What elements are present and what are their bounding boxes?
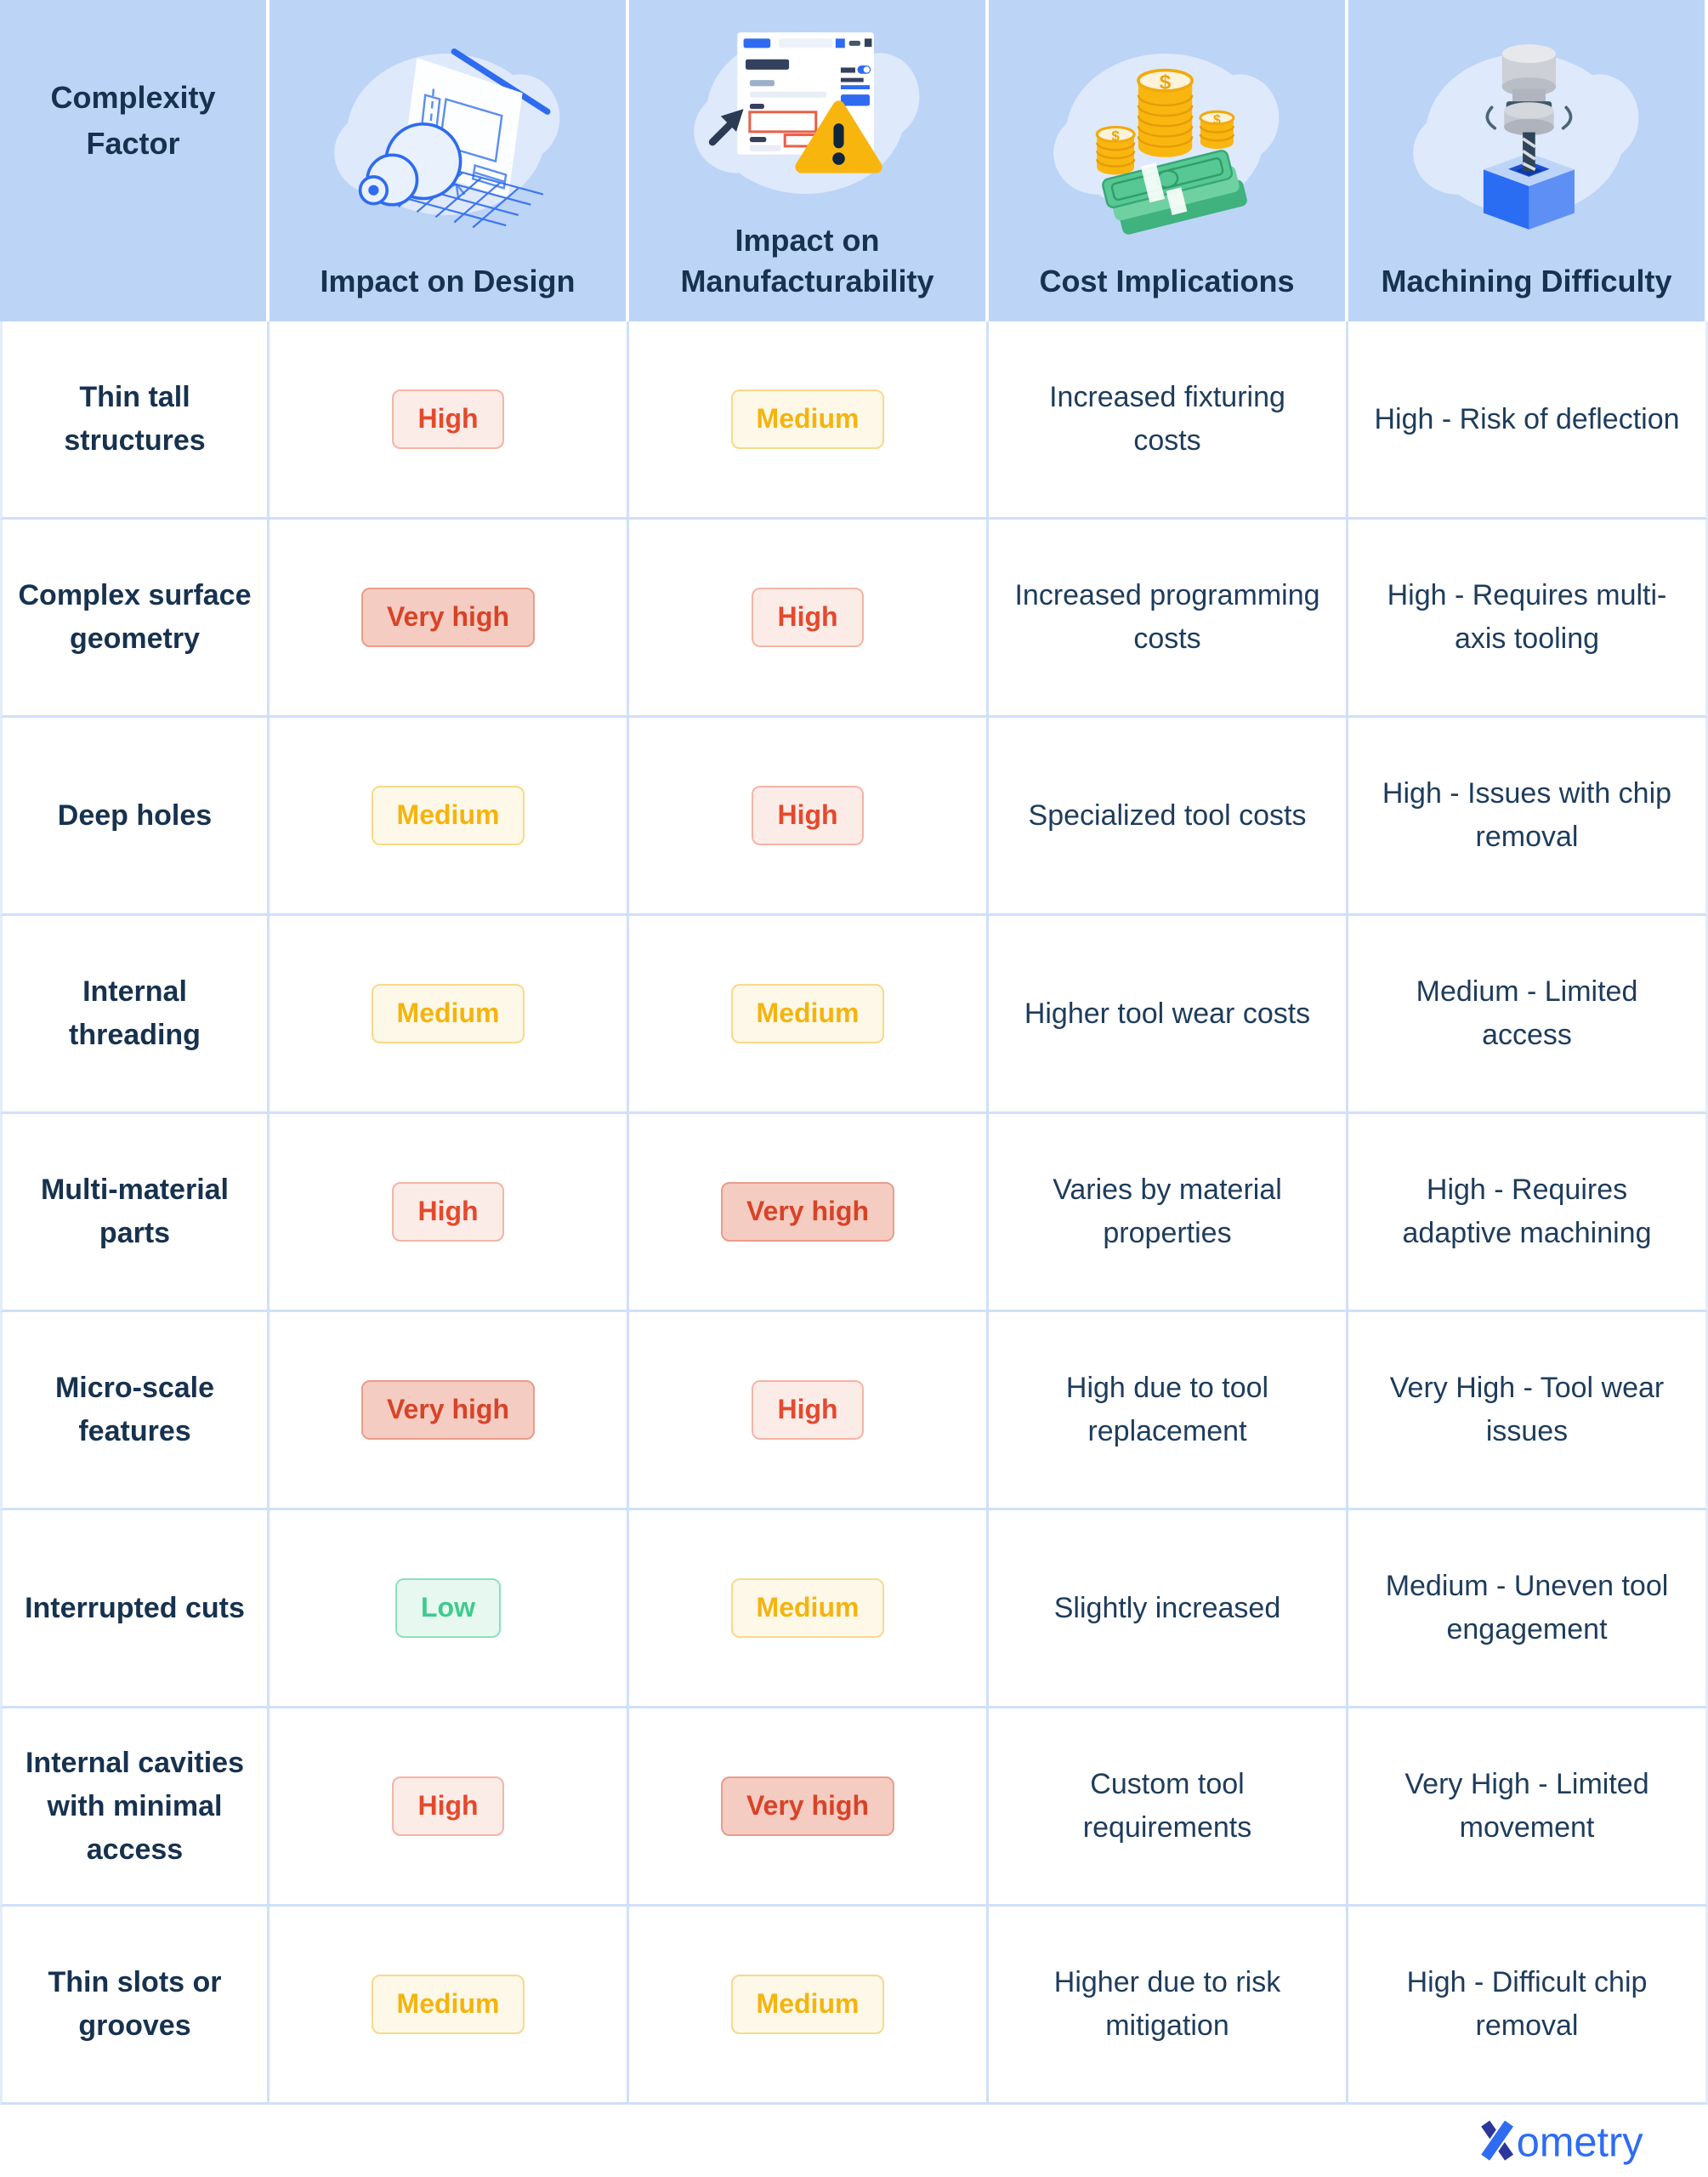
cost-implications-cell: Increased fixturing costs — [989, 321, 1348, 520]
machining-difficulty-cell: Medium - Limited access — [1348, 916, 1708, 1114]
impact-manufacturability-cell: Medium — [629, 1510, 989, 1708]
level-badge: High — [392, 1182, 504, 1242]
impact-design-cell: Low — [270, 1510, 629, 1708]
level-badge: Medium — [730, 1975, 885, 2034]
impact-manufacturability-cell: High — [629, 718, 989, 916]
impact-design-cell: High — [270, 1708, 629, 1907]
factor-label: Complex surface geometry — [18, 579, 252, 655]
header-impact-on-manufacturability: Impact on Manufacturability — [629, 0, 989, 321]
xometry-x-icon — [1479, 2118, 1515, 2162]
factor-cell: Deep holes — [0, 718, 270, 916]
machining-difficulty-cell: High - Requires multi-axis tooling — [1348, 520, 1708, 718]
factor-cell: Internal threading — [0, 916, 270, 1114]
machining-difficulty-cell: Very High - Tool wear issues — [1348, 1312, 1708, 1510]
machining-difficulty-cell: High - Issues with chip removal — [1348, 718, 1708, 916]
level-badge: High — [392, 1776, 504, 1836]
cost-implications-cell: Higher due to risk mitigation — [989, 1907, 1348, 2105]
blueprint-roller-icon — [324, 0, 572, 261]
factor-label: Thin tall structures — [64, 381, 206, 457]
machining-difficulty-cell: Medium - Uneven tool engagement — [1348, 1510, 1708, 1708]
impact-manufacturability-cell: High — [629, 520, 989, 718]
impact-manufacturability-cell: Medium — [629, 321, 989, 520]
impact-design-cell: Medium — [270, 718, 629, 916]
factor-label: Thin slots or grooves — [48, 1966, 222, 2042]
xometry-wordmark: ometry — [1517, 2119, 1644, 2165]
factor-label: Interrupted cuts — [25, 1591, 245, 1624]
level-badge: Very high — [720, 1182, 895, 1242]
level-badge: High — [752, 588, 864, 647]
level-badge: Very high — [720, 1776, 895, 1836]
cost-implications-cell: Varies by material properties — [989, 1114, 1348, 1312]
factor-label: Deep holes — [57, 799, 213, 832]
cost-implications-cell: High due to tool replacement — [989, 1312, 1348, 1510]
factor-cell: Complex surface geometry — [0, 520, 270, 718]
impact-design-cell: Very high — [270, 520, 629, 718]
header-cost-implications: $ $ $ — [989, 0, 1348, 321]
milling-tool-cube-icon — [1403, 0, 1651, 261]
level-badge: Medium — [371, 786, 525, 845]
impact-manufacturability-cell: Medium — [629, 1907, 989, 2105]
factor-label: Internal threading — [69, 975, 201, 1051]
header-label-complexity-factor: Complexity Factor — [50, 79, 216, 161]
header-label-impact-on-manufacturability: Impact on Manufacturability — [680, 222, 934, 299]
level-badge: Very high — [360, 588, 536, 647]
level-badge: High — [752, 786, 864, 845]
level-badge: Medium — [371, 1975, 525, 2034]
level-badge: Medium — [371, 984, 525, 1043]
level-badge: High — [752, 1380, 864, 1440]
svg-text:$: $ — [1159, 71, 1171, 94]
machining-difficulty-cell: High - Requires adaptive machining — [1348, 1114, 1708, 1312]
level-badge: Medium — [730, 389, 885, 449]
header-machining-difficulty: Machining Difficulty — [1348, 0, 1708, 321]
cost-implications-cell: Increased programming costs — [989, 520, 1348, 718]
impact-design-cell: High — [270, 321, 629, 520]
impact-design-cell: Medium — [270, 916, 629, 1114]
cost-implications-cell: Higher tool wear costs — [989, 916, 1348, 1114]
header-label-cost-implications: Cost Implications — [1039, 264, 1295, 299]
factor-cell: Internal cavities with minimal access — [0, 1708, 270, 1907]
impact-manufacturability-cell: Medium — [629, 916, 989, 1114]
level-badge: High — [392, 389, 504, 449]
xometry-logo: ometry — [1475, 2117, 1686, 2165]
factor-cell: Interrupted cuts — [0, 1510, 270, 1708]
factor-cell: Thin tall structures — [0, 321, 270, 520]
factor-cell: Micro-scale features — [0, 1312, 270, 1510]
level-badge: Medium — [730, 1578, 885, 1638]
factor-label: Internal cavities with minimal access — [25, 1746, 244, 1866]
impact-manufacturability-cell: Very high — [629, 1708, 989, 1907]
impact-design-cell: High — [270, 1114, 629, 1312]
factor-cell: Multi-material parts — [0, 1114, 270, 1312]
header-impact-on-design: Impact on Design — [270, 0, 629, 321]
form-warning-icon — [684, 0, 932, 220]
header-label-machining-difficulty: Machining Difficulty — [1381, 264, 1672, 299]
cost-implications-cell: Custom tool requirements — [989, 1708, 1348, 1907]
cost-implications-cell: Slightly increased — [989, 1510, 1348, 1708]
factor-label: Micro-scale features — [54, 1372, 215, 1447]
cost-implications-cell: Specialized tool costs — [989, 718, 1348, 916]
machining-difficulty-cell: High - Risk of deflection — [1348, 321, 1708, 520]
machining-difficulty-cell: Very High - Limited movement — [1348, 1708, 1708, 1907]
header-complexity-factor: Complexity Factor — [0, 0, 270, 321]
impact-manufacturability-cell: High — [629, 1312, 989, 1510]
svg-text:$: $ — [1111, 128, 1120, 144]
level-badge: Very high — [360, 1380, 536, 1440]
header-label-impact-on-design: Impact on Design — [320, 264, 576, 299]
level-badge: Medium — [730, 984, 885, 1043]
factor-label: Multi-material parts — [40, 1174, 230, 1249]
level-badge: Low — [395, 1578, 501, 1638]
factor-cell: Thin slots or grooves — [0, 1907, 270, 2105]
impact-manufacturability-cell: Very high — [629, 1114, 989, 1312]
machining-difficulty-cell: High - Difficult chip removal — [1348, 1907, 1708, 2105]
money-coins-icon: $ $ $ — [1043, 0, 1291, 261]
footer: ometry — [0, 2105, 1708, 2177]
svg-text:$: $ — [1213, 113, 1221, 128]
complexity-factors-table: Complexity Factor — [0, 0, 1708, 2105]
impact-design-cell: Medium — [270, 1907, 629, 2105]
impact-design-cell: Very high — [270, 1312, 629, 1510]
